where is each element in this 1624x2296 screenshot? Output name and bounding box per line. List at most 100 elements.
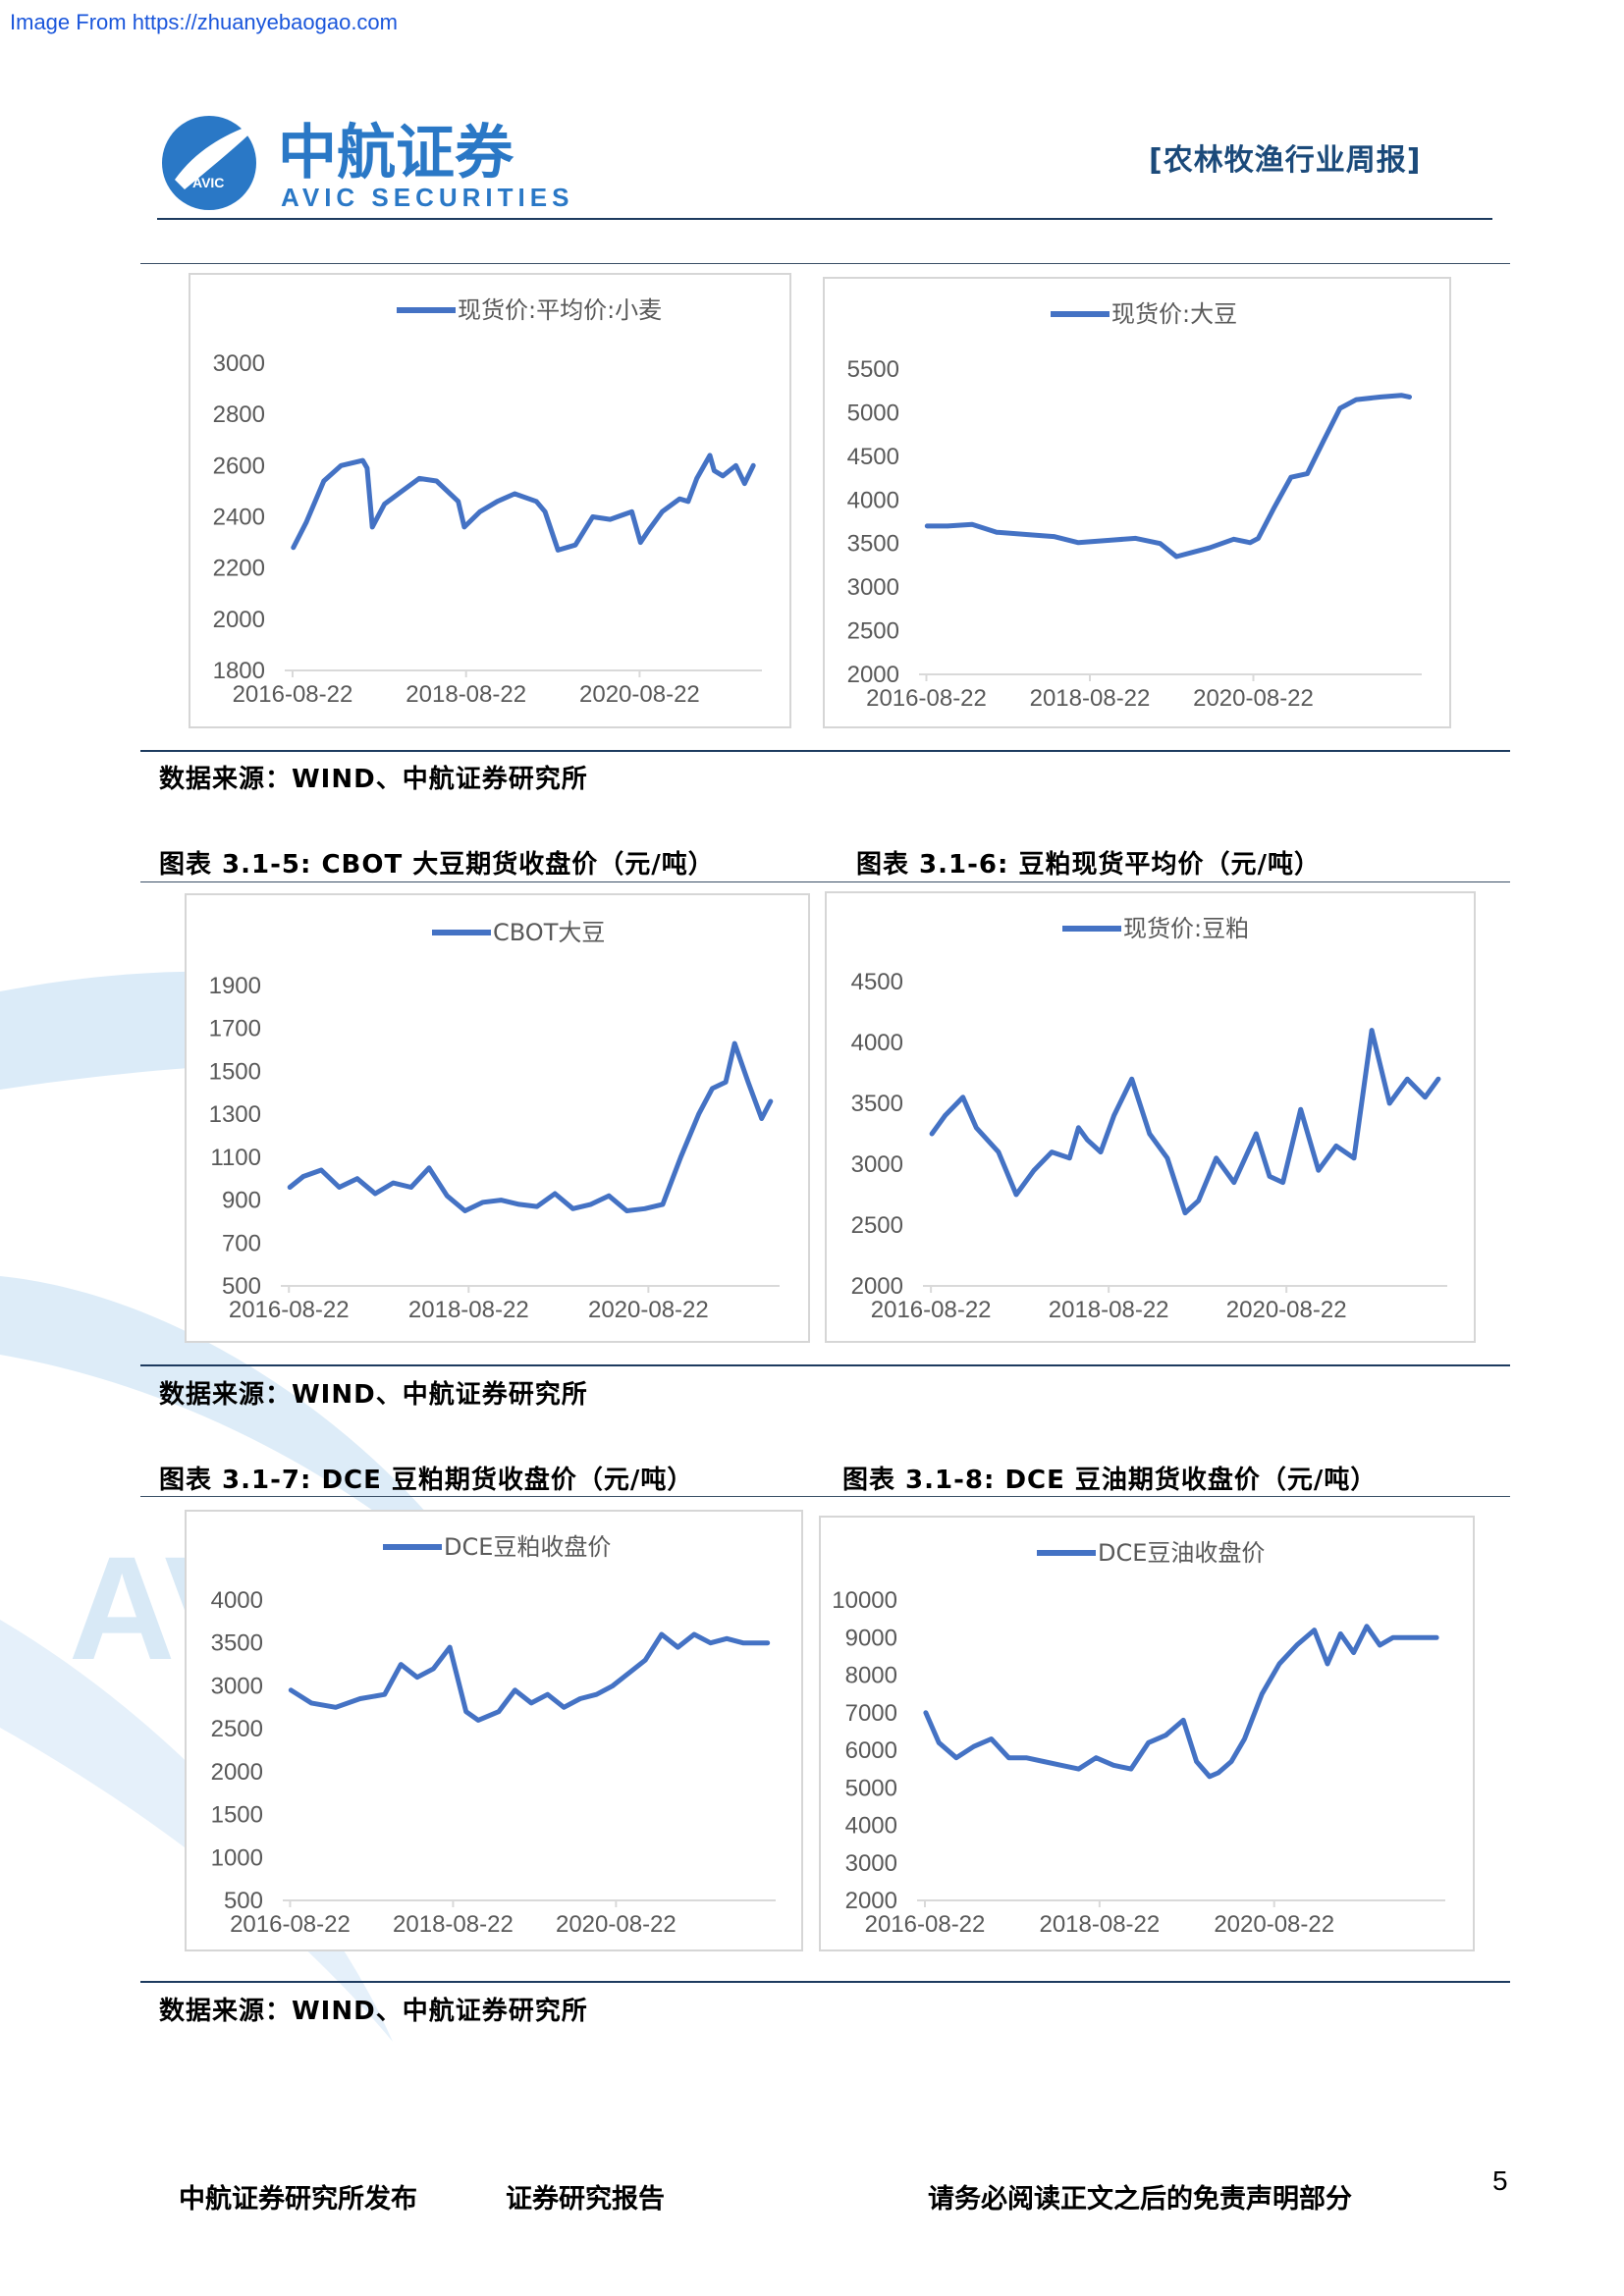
data-point [1333,1144,1339,1148]
data-point [1247,540,1253,546]
data-point [1312,1628,1317,1632]
data-point [1147,1131,1152,1137]
source-watermark[interactable]: Image From https://zhuanyebaogao.com [10,10,398,34]
y-tick-label: 1300 [209,1101,261,1128]
y-tick-label: 3000 [845,1850,897,1877]
data-point [1338,1631,1343,1636]
data-point [456,499,460,505]
footer-report: 证券研究报告 [506,2184,665,2215]
y-tick-label: 8000 [845,1663,897,1689]
data-point [691,1631,697,1637]
y-tick-label: 1700 [209,1016,261,1042]
data-point [712,468,717,473]
data-point [291,545,297,550]
data-point [414,1675,420,1680]
legend-label: 现货价:平均价:小麦 [458,296,662,324]
data-point [364,465,370,471]
page-number: 5 [1492,2165,1508,2196]
data-point [685,499,691,505]
data-point [759,1116,764,1121]
data-point [1260,1691,1265,1696]
x-tick-label: 2020-08-22 [556,1911,677,1938]
data-point [1181,1718,1186,1723]
data-point [1378,1642,1382,1648]
data-point [969,521,975,527]
data-point [1364,1624,1370,1629]
data-point [1207,545,1212,551]
y-tick-label: 2000 [845,1888,897,1914]
data-point [745,1080,751,1085]
y-tick-label: 3500 [851,1091,903,1117]
data-point [337,1185,342,1190]
chart-soybean-spot: 现货价:大豆 2000 2500 3000 3500 4000 4500 5000 5500 20… [823,277,1451,728]
logo-name-cn: 中航证券 [278,119,514,187]
data-point [562,1705,567,1710]
data-point [1435,1077,1441,1082]
data-point [516,1201,521,1207]
y-tick-label: 2500 [211,1716,263,1742]
y-tick-label: 5500 [847,356,899,383]
data-point [1164,1155,1170,1160]
y-tick-label: 3500 [847,531,899,558]
chart-dce-meal: DCE豆粕收盘价 500 1000 1500 2000 2500 3000 3500 4000 2… [185,1510,803,1951]
data-point [1207,1774,1213,1779]
data-point [534,1203,540,1209]
data-point [1031,1168,1037,1173]
data-point [462,1208,467,1213]
data-point [1242,1736,1247,1741]
source-divider [140,1981,1510,1983]
y-tick-label: 2400 [213,505,265,531]
chart-wheat: 现货价:平均价:小麦 1800 2000 2200 2400 2600 2800 3000 20… [189,273,791,728]
data-point [594,1691,599,1697]
y-tick-label: 3000 [211,1673,263,1699]
data-point [1067,1155,1072,1160]
y-tick-label: 3000 [851,1151,903,1178]
y-tick-label: 1100 [210,1145,261,1171]
data-point [929,1131,935,1137]
data-point [660,1201,666,1207]
data-point [723,1080,729,1085]
data-point [1164,1733,1168,1737]
data-point [333,1705,339,1710]
data-point [1231,1180,1236,1185]
data-point [545,1691,550,1697]
data-point [765,1640,770,1645]
y-tick-label: 2000 [211,1759,263,1786]
source-divider [140,1364,1510,1366]
data-point [391,1180,396,1186]
data-point [676,1644,680,1650]
data-point [1085,1138,1090,1143]
data-point [943,1113,947,1118]
data-point [300,1174,306,1179]
data-point [382,502,387,507]
y-tick-label: 500 [224,1888,263,1914]
data-point [638,540,643,545]
data-point [1369,1028,1375,1033]
data-point [945,523,950,529]
data-point [570,1206,575,1211]
y-tick-label: 2600 [213,453,265,479]
data-point [1041,1759,1047,1764]
data-point [588,1201,593,1207]
figure-title: 图表 3.1-5: CBOT 大豆期货收盘价（元/吨） [159,850,715,880]
data-point [1058,1763,1063,1768]
data-point [1351,1155,1357,1160]
data-point [1027,532,1032,538]
x-tick-label: 2018-08-22 [1039,1911,1160,1938]
data-point [1111,1113,1116,1118]
data-point [445,1194,450,1199]
data-point [1272,505,1277,509]
y-tick-label: 500 [222,1273,261,1300]
series-line [924,393,1412,560]
series-line [287,1041,774,1213]
data-point [1023,1755,1029,1760]
y-tick-label: 4500 [851,969,903,995]
data-point [399,1662,404,1667]
data-point [1386,1100,1392,1106]
data-point [989,1736,994,1741]
data-point [1109,537,1113,543]
data-point [1231,537,1236,542]
data-point [1098,1149,1104,1154]
data-point [608,516,613,522]
data-point [1305,471,1310,476]
